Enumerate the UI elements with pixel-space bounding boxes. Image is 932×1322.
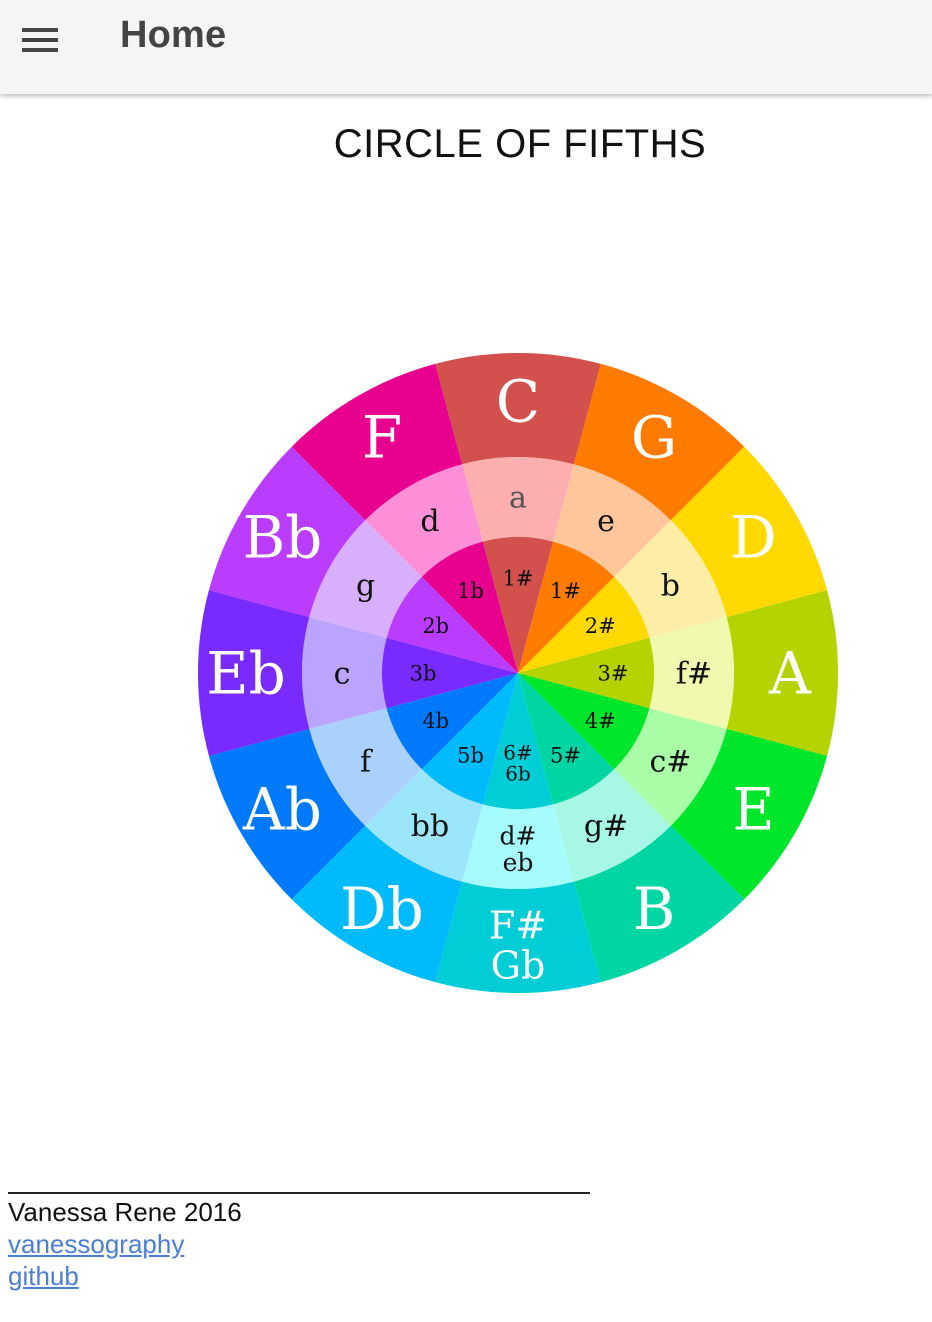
major-key-segment-f	[291, 363, 463, 521]
key-signature-label: 5b	[457, 744, 484, 768]
minor-key-label: c#	[649, 745, 691, 780]
major-key-label: A	[768, 639, 812, 707]
minor-key-segment-f-sharp	[462, 804, 574, 889]
major-key-segment-d	[670, 446, 828, 618]
major-key-label: Bb	[243, 503, 323, 571]
minor-key-label: e	[597, 504, 615, 539]
major-key-label: B	[633, 875, 676, 943]
key-signature-label: 4#	[585, 709, 616, 733]
minor-key-segment-eb	[302, 617, 387, 729]
minor-key-segment-b	[553, 769, 671, 882]
vanessography-link[interactable]: vanessography	[8, 1229, 185, 1259]
hamburger-menu-icon[interactable]	[14, 18, 66, 62]
major-key-label: Db	[340, 875, 424, 943]
key-signature-label: 2b	[422, 614, 449, 638]
minor-key-label: f#	[676, 657, 712, 692]
app-bar: Home	[0, 0, 932, 94]
minor-key-label: eb	[503, 848, 534, 877]
key-signature-label: 1#	[503, 566, 534, 590]
signature-segment-g	[518, 541, 615, 673]
signature-segment-d	[518, 576, 650, 673]
major-key-segment-f-sharp	[435, 881, 601, 993]
minor-key-segment-f	[365, 464, 483, 577]
major-key-label: Gb	[491, 943, 546, 987]
key-signature-label: 2#	[585, 614, 616, 638]
major-key-label: G	[631, 404, 677, 472]
major-key-segment-eb	[198, 590, 310, 756]
signature-segment-ab	[386, 673, 518, 770]
signature-segment-eb	[382, 637, 518, 709]
major-key-segment-db	[291, 825, 463, 983]
major-key-segment-g	[573, 363, 745, 521]
major-key-segment-b	[573, 825, 745, 983]
major-key-label: E	[732, 775, 774, 843]
minor-key-segment-ab	[309, 708, 422, 826]
signature-segment-bb	[386, 576, 518, 673]
major-key-label: Eb	[206, 639, 285, 707]
minor-key-label: f	[360, 745, 373, 780]
app-bar-title: Home	[120, 14, 227, 56]
minor-key-label: g#	[584, 809, 628, 844]
signature-segment-f-sharp	[482, 673, 554, 809]
signature-segment-db	[421, 673, 518, 805]
minor-key-segment-d	[614, 520, 727, 638]
signature-segment-b	[518, 673, 615, 805]
major-key-segment-c	[435, 353, 601, 465]
signature-segment-f	[421, 541, 518, 673]
signature-segment-c	[482, 537, 554, 673]
major-key-segment-ab	[208, 728, 366, 900]
key-signature-label: 1#	[550, 579, 581, 603]
key-signature-label: 5#	[550, 744, 581, 768]
minor-key-segment-g	[553, 464, 671, 577]
major-key-label: Ab	[242, 775, 322, 843]
page-title: CIRCLE OF FIFTHS	[333, 122, 707, 166]
key-signature-label: 3b	[410, 661, 437, 685]
major-key-label: D	[730, 503, 777, 571]
minor-key-label: c	[334, 657, 351, 692]
minor-key-segment-a	[649, 617, 734, 729]
major-key-label: C	[496, 367, 540, 435]
minor-key-segment-db	[365, 769, 483, 882]
signature-segment-e	[518, 673, 650, 770]
minor-key-segment-e	[614, 708, 727, 826]
major-key-label: F	[362, 404, 402, 472]
key-signature-label: 1b	[457, 579, 484, 603]
footer: Vanessa Rene 2016 vanessography github	[8, 1162, 590, 1292]
key-signature-label: 6#	[503, 741, 532, 765]
minor-key-label: bb	[411, 809, 449, 844]
minor-key-label: b	[661, 569, 680, 604]
minor-key-label: d	[420, 504, 439, 539]
footer-separator	[8, 1162, 590, 1194]
key-signature-label: 4b	[422, 709, 449, 733]
minor-key-segment-c	[462, 457, 574, 542]
major-key-segment-e	[670, 728, 828, 900]
minor-key-label: a	[509, 481, 527, 516]
key-signature-label: 3#	[598, 661, 629, 685]
github-link[interactable]: github	[8, 1261, 79, 1291]
signature-segment-a	[518, 637, 654, 709]
minor-key-segment-bb	[309, 520, 422, 638]
major-key-segment-a	[726, 590, 838, 756]
key-signature-label: 6b	[505, 762, 531, 786]
footer-credit: Vanessa Rene 2016	[8, 1197, 242, 1227]
minor-key-label: d#	[500, 822, 537, 851]
major-key-label: F#	[489, 903, 547, 947]
major-key-segment-bb	[208, 446, 366, 618]
minor-key-label: g	[356, 569, 375, 604]
